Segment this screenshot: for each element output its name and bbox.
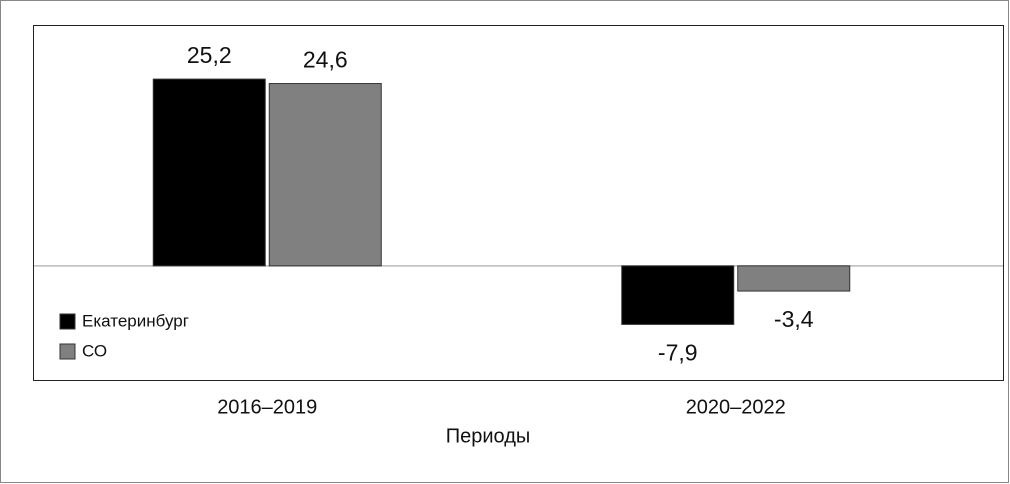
legend-label: СО — [82, 341, 107, 360]
value-label: 25,2 — [187, 42, 232, 68]
x-axis-title: Периоды — [446, 425, 531, 447]
legend-swatch — [59, 343, 76, 360]
x-tick-label: 2016–2019 — [217, 396, 317, 418]
plot-area — [33, 25, 1004, 381]
bar — [621, 265, 735, 325]
bar — [152, 78, 266, 267]
legend-label: Екатеринбург — [82, 311, 189, 330]
value-label: 24,6 — [303, 47, 348, 73]
bar — [268, 83, 382, 267]
value-label: -3,4 — [774, 306, 814, 332]
legend-swatch — [59, 313, 76, 330]
x-tick-label: 2020–2022 — [686, 396, 786, 418]
value-label: -7,9 — [658, 339, 698, 365]
bar — [737, 265, 851, 292]
